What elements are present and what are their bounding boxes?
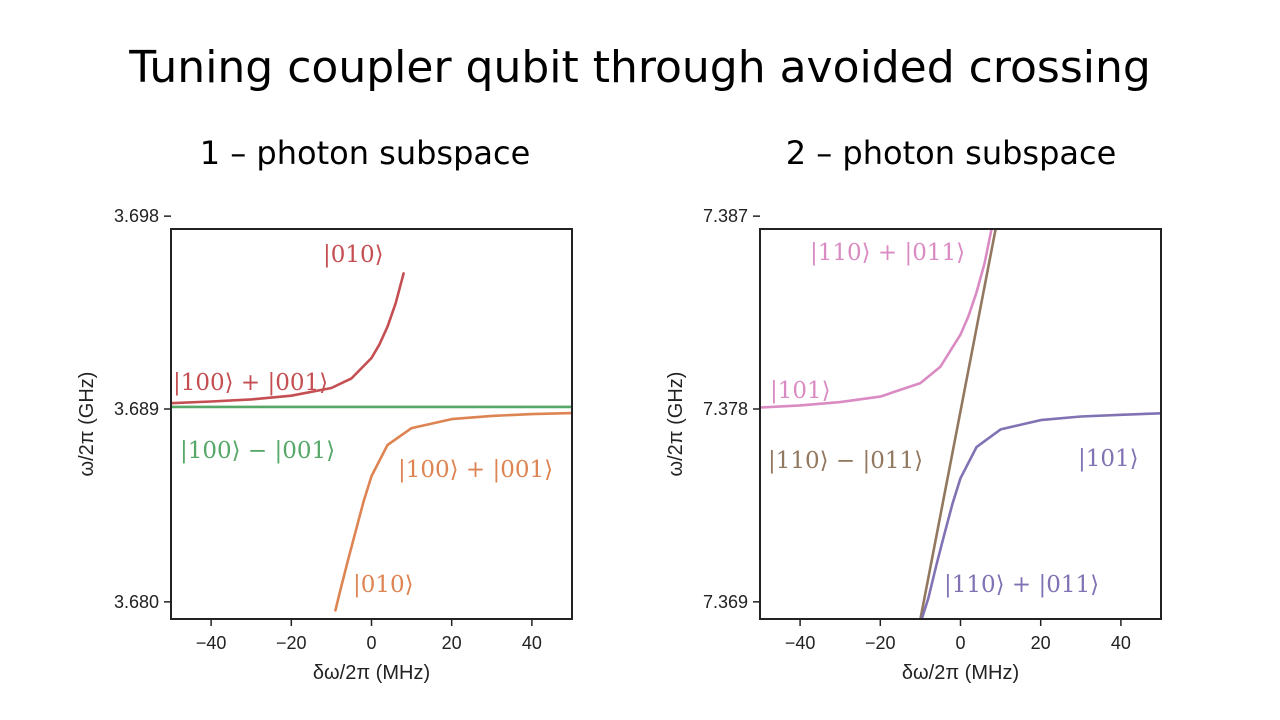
chart-photon2-x-tick-label: −20 [865, 633, 896, 653]
chart-photon1-y-tick-label: 3.680 [114, 592, 159, 612]
chart-photon2-series-line-0 [760, 229, 993, 409]
chart-photon2-state-annotation-2: |110⟩ − |011⟩ [768, 448, 923, 474]
chart-photon2-series-line-2 [921, 412, 1161, 619]
chart-photon2-state-annotation-3: |101⟩ [1078, 446, 1139, 472]
chart-photon1-x-tick-label: −40 [196, 633, 227, 653]
subplot-title-2-photon: 2 – photon subspace [785, 134, 1117, 172]
chart-photon2-x-axis-label: δω/2π (MHz) [902, 662, 1019, 684]
chart-photon2-x-tick-label: 20 [1031, 633, 1051, 653]
chart-photon1-state-annotation-0: |010⟩ [323, 242, 384, 268]
chart-photon1-state-annotation-2: |100⟩ − |001⟩ [180, 438, 335, 464]
chart-photon2-x-tick-label: 0 [955, 633, 965, 653]
chart-photon1-series-line-0 [171, 272, 405, 405]
chart-photon2-plot-frame [759, 228, 1162, 620]
chart-photon2-y-tick-label: 7.369 [703, 592, 748, 612]
slide-title: Tuning coupler qubit through avoided cro… [129, 42, 1151, 93]
chart-photon1-y-tick-label: 3.698 [114, 206, 159, 226]
chart-photon2-state-annotation-0: |110⟩ + |011⟩ [810, 240, 965, 266]
chart-photon1-state-annotation-4: |010⟩ [353, 572, 414, 598]
chart-photon2-x-tick-label: 40 [1111, 633, 1131, 653]
chart-photon1-series-line-2 [334, 411, 572, 612]
chart-photon1-x-tick-label: 0 [366, 633, 376, 653]
chart-photon1-y-tick-label: 3.689 [114, 399, 159, 419]
chart-photon1-x-tick-label: 20 [442, 633, 462, 653]
chart-photon1-x-tick-label: 40 [522, 633, 542, 653]
chart-photon2-y-tick-label: 7.387 [703, 206, 748, 226]
chart-photon2-state-annotation-1: |101⟩ [770, 378, 831, 404]
chart-photon2-state-annotation-4: |110⟩ + |011⟩ [944, 572, 1099, 598]
chart-photon1-x-axis-label: δω/2π (MHz) [313, 662, 430, 684]
subplot-title-1-photon: 1 – photon subspace [199, 134, 531, 172]
chart-photon2-series-line-1 [919, 229, 997, 619]
chart-photon2-y-axis-label: ω/2π (GHz) [665, 372, 687, 477]
chart-photon2-x-tick-label: −40 [785, 633, 816, 653]
chart-photon1-x-tick-label: −20 [276, 633, 307, 653]
chart-photon1-state-annotation-1: |100⟩ + |001⟩ [173, 370, 328, 396]
chart-photon1-y-axis-label: ω/2π (GHz) [76, 372, 98, 477]
chart-photon2-y-tick-label: 7.378 [703, 399, 748, 419]
chart-photon1-state-annotation-3: |100⟩ + |001⟩ [398, 457, 553, 483]
